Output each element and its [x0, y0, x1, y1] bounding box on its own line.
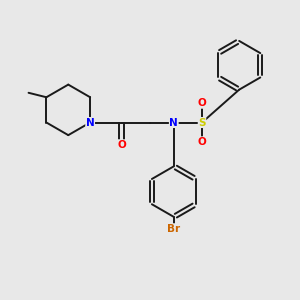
Text: S: S — [198, 118, 206, 128]
Text: N: N — [169, 118, 178, 128]
Text: O: O — [117, 140, 126, 150]
Text: O: O — [198, 98, 206, 108]
Text: O: O — [198, 137, 206, 147]
Text: Br: Br — [167, 224, 180, 234]
Text: N: N — [86, 118, 94, 128]
